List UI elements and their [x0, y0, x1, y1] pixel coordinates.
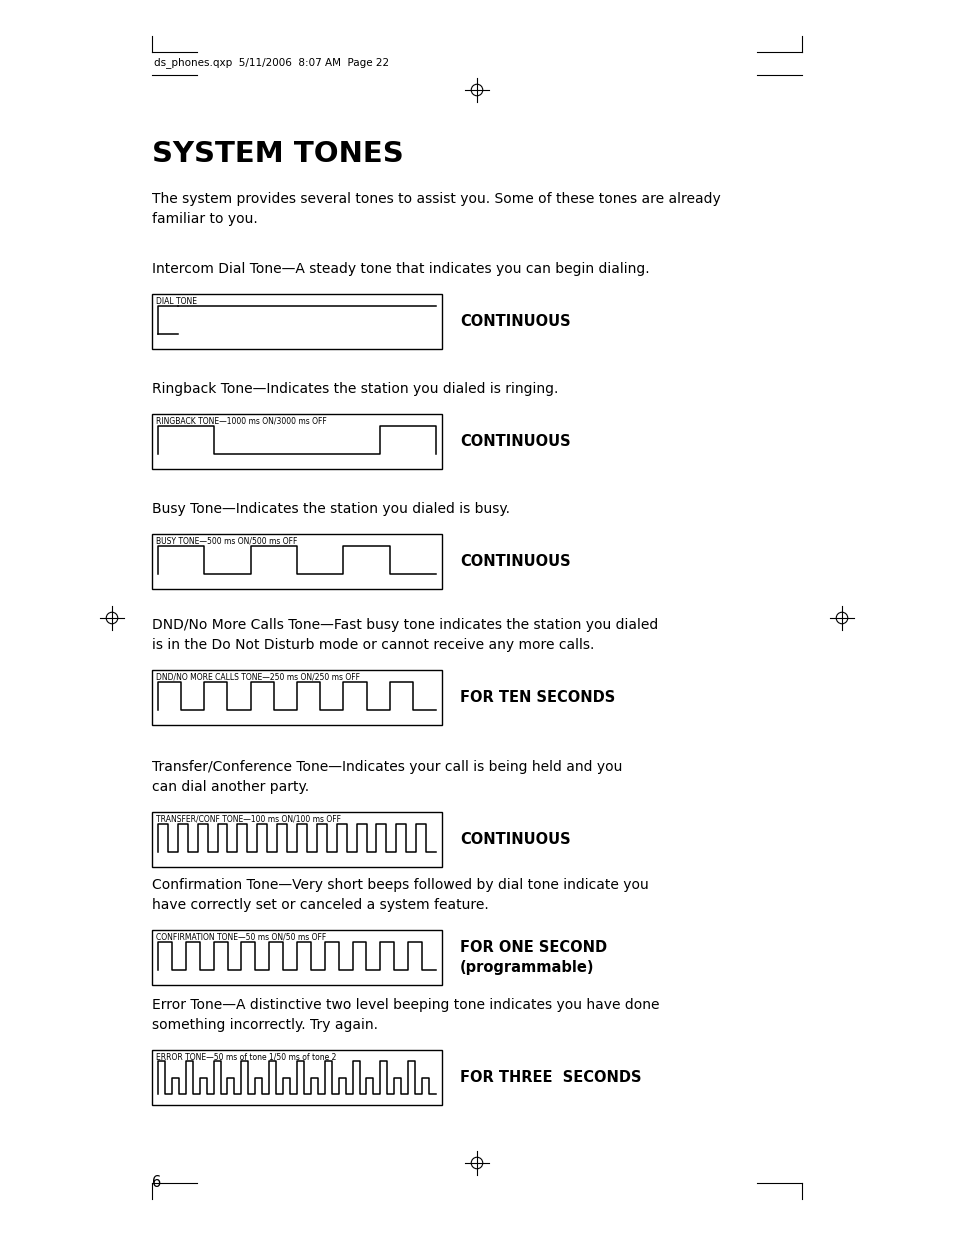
- Bar: [152, 534, 441, 589]
- Text: Error Tone—A distinctive two level beeping tone indicates you have done
somethin: Error Tone—A distinctive two level beepi…: [152, 998, 659, 1032]
- Text: ERROR TONE—50 ms of tone 1/50 ms of tone 2: ERROR TONE—50 ms of tone 1/50 ms of tone…: [156, 1053, 336, 1062]
- Text: Busy Tone—Indicates the station you dialed is busy.: Busy Tone—Indicates the station you dial…: [152, 501, 510, 516]
- Text: Confirmation Tone—Very short beeps followed by dial tone indicate you
have corre: Confirmation Tone—Very short beeps follo…: [152, 878, 648, 913]
- Text: CONTINUOUS: CONTINUOUS: [459, 433, 570, 450]
- Text: CONFIRMATION TONE—50 ms ON/50 ms OFF: CONFIRMATION TONE—50 ms ON/50 ms OFF: [156, 932, 326, 942]
- Text: RINGBACK TONE—1000 ms ON/3000 ms OFF: RINGBACK TONE—1000 ms ON/3000 ms OFF: [156, 417, 327, 426]
- Bar: [152, 1050, 441, 1105]
- Bar: [152, 811, 441, 867]
- Text: Ringback Tone—Indicates the station you dialed is ringing.: Ringback Tone—Indicates the station you …: [152, 382, 558, 396]
- Text: CONTINUOUS: CONTINUOUS: [459, 555, 570, 569]
- Text: FOR THREE  SECONDS: FOR THREE SECONDS: [459, 1070, 640, 1086]
- Text: DIAL TONE: DIAL TONE: [156, 296, 196, 306]
- Text: FOR TEN SECONDS: FOR TEN SECONDS: [459, 690, 615, 705]
- Text: CONTINUOUS: CONTINUOUS: [459, 832, 570, 847]
- Text: DND/No More Calls Tone—Fast busy tone indicates the station you dialed
is in the: DND/No More Calls Tone—Fast busy tone in…: [152, 618, 658, 652]
- Text: Intercom Dial Tone—A steady tone that indicates you can begin dialing.: Intercom Dial Tone—A steady tone that in…: [152, 262, 649, 275]
- Text: FOR ONE SECOND
(programmable): FOR ONE SECOND (programmable): [459, 940, 606, 974]
- Text: Transfer/Conference Tone—Indicates your call is being held and you
can dial anot: Transfer/Conference Tone—Indicates your …: [152, 760, 621, 794]
- Bar: [152, 671, 441, 725]
- Text: BUSY TONE—500 ms ON/500 ms OFF: BUSY TONE—500 ms ON/500 ms OFF: [156, 537, 297, 546]
- Bar: [152, 294, 441, 350]
- Text: CONTINUOUS: CONTINUOUS: [459, 314, 570, 329]
- Text: 6: 6: [152, 1174, 161, 1191]
- Text: DND/NO MORE CALLS TONE—250 ms ON/250 ms OFF: DND/NO MORE CALLS TONE—250 ms ON/250 ms …: [156, 673, 359, 682]
- Text: The system provides several tones to assist you. Some of these tones are already: The system provides several tones to ass…: [152, 191, 720, 226]
- Text: SYSTEM TONES: SYSTEM TONES: [152, 140, 403, 168]
- Text: ds_phones.qxp  5/11/2006  8:07 AM  Page 22: ds_phones.qxp 5/11/2006 8:07 AM Page 22: [153, 57, 389, 68]
- Bar: [152, 930, 441, 986]
- Bar: [152, 414, 441, 469]
- Text: TRANSFER/CONF TONE—100 ms ON/100 ms OFF: TRANSFER/CONF TONE—100 ms ON/100 ms OFF: [156, 815, 340, 824]
